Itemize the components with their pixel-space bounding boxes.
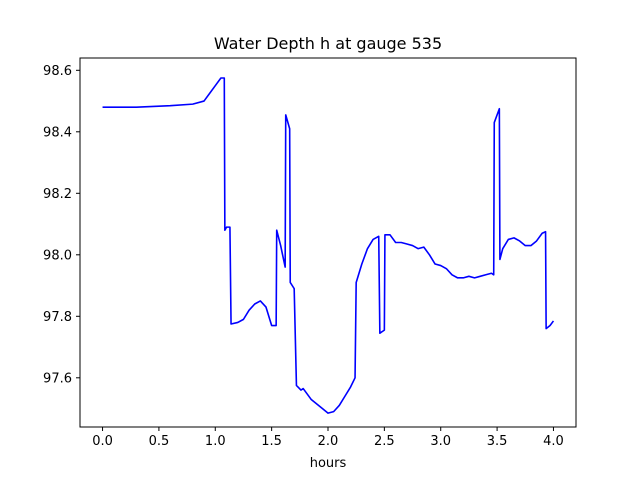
- y-tick-label: 98.4: [43, 125, 72, 140]
- chart-title: Water Depth h at gauge 535: [214, 34, 442, 53]
- x-tick-label: 3.5: [487, 434, 508, 449]
- y-tick-label: 98.6: [43, 64, 72, 79]
- y-tick-label: 98.0: [43, 248, 72, 263]
- x-tick-label: 1.5: [261, 434, 282, 449]
- x-axis-label: hours: [310, 456, 347, 471]
- x-tick-label: 2.0: [318, 434, 339, 449]
- x-tick-label: 0.0: [92, 434, 113, 449]
- x-tick-label: 0.5: [149, 434, 170, 449]
- x-tick-label: 2.5: [374, 434, 395, 449]
- plot-area: 0.0 0.5 1.0 1.5 2.0 2.5 3.0 3.5 4.0 97.6 97.8 98.0 9…: [43, 57, 577, 449]
- y-tick-label: 98.2: [43, 187, 72, 202]
- x-tick-label: 4.0: [543, 434, 564, 449]
- y-tick-label: 97.8: [43, 310, 72, 325]
- series-line-0: [102, 77, 555, 414]
- x-tick-label: 3.0: [430, 434, 451, 449]
- x-tick-label: 1.0: [205, 434, 226, 449]
- y-tick-label: 97.6: [43, 371, 72, 386]
- axes-frame: [79, 57, 577, 428]
